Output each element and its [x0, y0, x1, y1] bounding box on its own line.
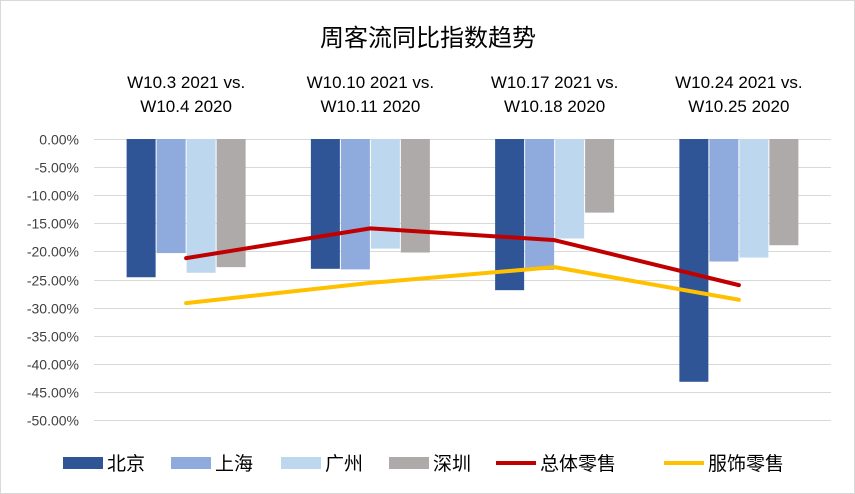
legend-label: 上海 — [215, 453, 253, 475]
y-tick-label: 0.00% — [39, 132, 79, 148]
bar--2 — [340, 139, 370, 270]
y-tick-label: -20.00% — [27, 244, 79, 260]
bars — [126, 139, 799, 382]
bar--3 — [495, 139, 525, 291]
y-tick-label: -40.00% — [27, 357, 79, 373]
y-tick-label: -35.00% — [27, 329, 79, 345]
y-tick-label: -5.00% — [35, 160, 79, 176]
bar--1 — [216, 139, 246, 268]
category-label: W10.10 2021 vs. — [307, 73, 435, 92]
category-label: W10.24 2021 vs. — [675, 73, 803, 92]
bar--1 — [126, 139, 156, 278]
category-label: W10.4 2020 — [140, 97, 232, 116]
y-tick-label: -10.00% — [27, 188, 79, 204]
legend-label: 总体零售 — [540, 453, 616, 475]
bar--2 — [400, 139, 430, 253]
category-labels: W10.3 2021 vs. W10.4 2020 W10.10 2021 vs. W… — [127, 73, 803, 116]
y-axis-tick-labels: 0.00% -5.00% -10.00% -15.00% -20.00% -25.00% -… — [27, 132, 79, 429]
y-tick-label: -45.00% — [27, 385, 79, 401]
category-label: W10.18 2020 — [504, 97, 605, 116]
bar--1 — [156, 139, 186, 254]
bar--4 — [739, 139, 769, 258]
legend-swatch — [171, 457, 211, 469]
legend-label: 北京 — [107, 453, 145, 475]
bar--4 — [709, 139, 739, 262]
y-tick-label: -15.00% — [27, 216, 79, 232]
line-series-2 — [184, 265, 741, 306]
category-label: W10.11 2020 — [320, 97, 420, 116]
y-tick-label: -50.00% — [27, 413, 79, 429]
legend-label: 深圳 — [433, 453, 471, 475]
legend-label: 广州 — [325, 453, 363, 475]
category-label: W10.3 2021 vs. — [127, 73, 245, 92]
category-label: W10.25 2020 — [688, 97, 789, 116]
bar--3 — [525, 139, 555, 270]
legend: 北京 上海 广州 深圳 总体零售 服饰零售 — [63, 453, 784, 475]
legend-swatch — [281, 457, 321, 469]
bar--3 — [555, 139, 585, 239]
legend-swatch — [63, 457, 103, 469]
y-tick-label: -25.00% — [27, 273, 79, 289]
bar--3 — [585, 139, 615, 213]
legend-label: 服饰零售 — [708, 453, 784, 475]
line-series-1 — [184, 226, 741, 288]
chart-title: 周客流同比指数趋势 — [320, 24, 536, 52]
category-label: W10.17 2021 vs. — [491, 73, 619, 92]
bar--2 — [310, 139, 340, 269]
y-tick-label: -30.00% — [27, 301, 79, 317]
bar--4 — [769, 139, 799, 246]
bar--2 — [370, 139, 400, 249]
bar--1 — [186, 139, 216, 273]
bar--4 — [679, 139, 709, 382]
legend-swatch — [389, 457, 429, 469]
series-lines — [184, 226, 741, 306]
